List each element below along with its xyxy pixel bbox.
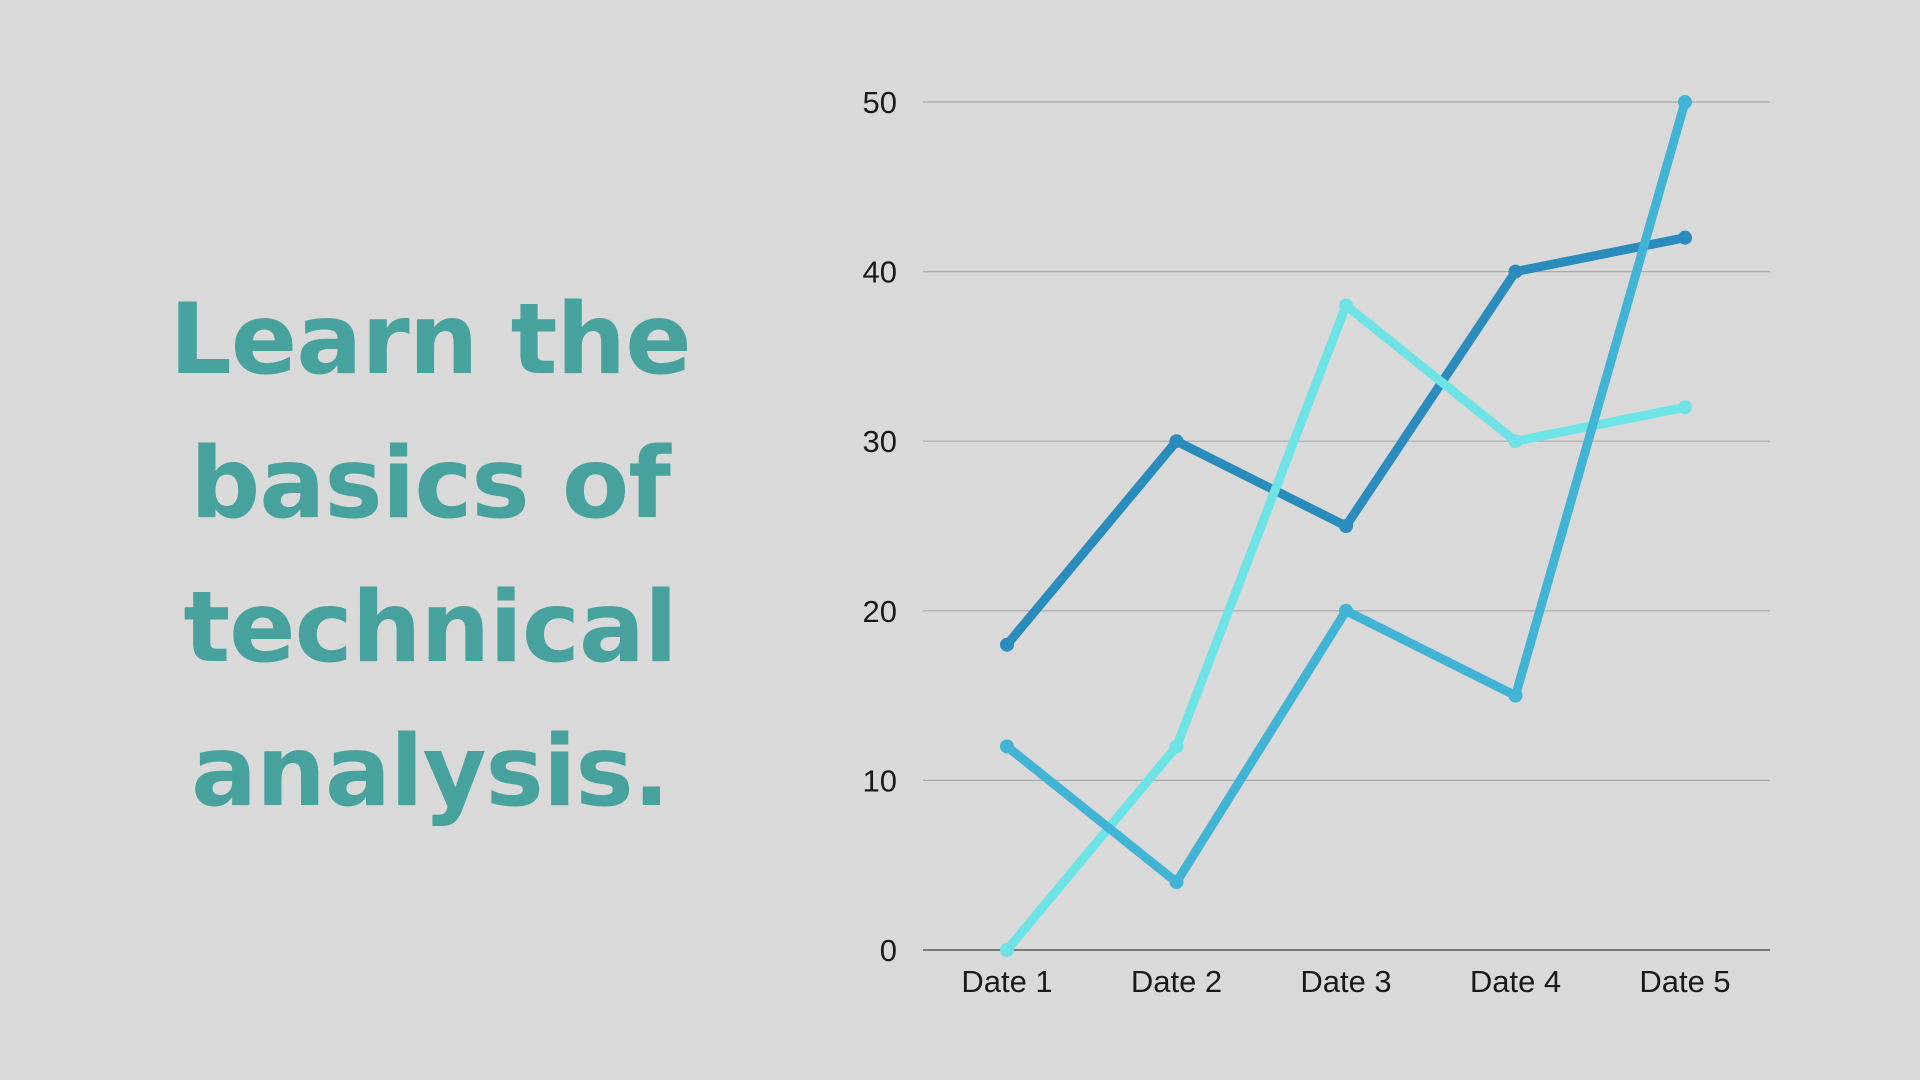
series-1-point-2 [1169, 434, 1184, 449]
series-3-point-5 [1678, 95, 1692, 109]
series-lines [1000, 95, 1692, 957]
y-tick-label-50: 50 [863, 85, 897, 120]
series-2-point-2 [1169, 739, 1184, 754]
y-tick-label-40: 40 [863, 255, 897, 290]
series-1-point-5 [1678, 230, 1692, 245]
x-tick-label-5: Date 5 [1639, 964, 1730, 999]
series-3-line [1002, 97, 1690, 887]
y-tick-label-10: 10 [863, 763, 897, 798]
headline-line-3: technical [183, 571, 677, 685]
series-2-point-4 [1508, 434, 1523, 449]
y-tick-label-20: 20 [863, 594, 897, 629]
series-2-point-5 [1678, 400, 1692, 415]
x-tick-label-1: Date 1 [961, 964, 1052, 999]
series-2-line [1002, 301, 1690, 955]
series-3 [1000, 95, 1692, 890]
series-1-point-3 [1339, 519, 1353, 533]
y-tick-label-0: 0 [880, 933, 897, 968]
y-tick-label-30: 30 [863, 424, 897, 459]
headline-line-2: basics of [190, 427, 671, 541]
series-3-point-1 [1000, 739, 1014, 754]
x-tick-label-2: Date 2 [1131, 964, 1222, 999]
series-1 [1000, 230, 1692, 652]
series-2 [1000, 298, 1692, 957]
series-1-point-4 [1508, 264, 1523, 279]
y-axis-tick-labels: 0 10 20 30 40 50 [863, 85, 897, 968]
series-1-point-1 [1000, 637, 1014, 652]
x-tick-label-3: Date 3 [1300, 964, 1391, 999]
headline-line-1: Learn the [169, 283, 691, 397]
series-3-point-4 [1508, 688, 1523, 703]
headline: Learn the basics of technical analysis. [130, 268, 730, 844]
gridlines [923, 101, 1770, 951]
series-2-point-1 [1000, 943, 1014, 957]
series-3-point-2 [1169, 875, 1184, 890]
series-2-point-3 [1339, 298, 1353, 313]
x-axis-tick-labels: Date 1 Date 2 Date 3 Date 4 Date 5 [961, 964, 1730, 999]
series-3-point-3 [1339, 603, 1353, 618]
headline-line-4: analysis. [191, 715, 670, 829]
x-tick-label-4: Date 4 [1470, 964, 1561, 999]
